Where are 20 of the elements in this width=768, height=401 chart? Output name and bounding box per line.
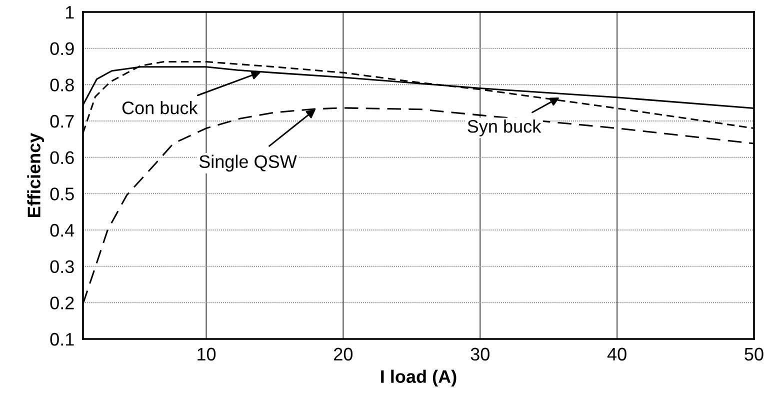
y-tick-label: 0.6 [50,151,74,164]
annotation: Con buck [122,101,198,114]
y-tick-label: 0.7 [50,114,74,128]
y-tick-label: 1 [66,6,74,19]
annotation: Syn buck [468,120,542,136]
x-tick-label: 20 [334,348,353,361]
y-tick-label: 0.8 [50,78,74,92]
y-tick-label: 0.2 [50,296,74,310]
annotation: Single QSW [199,154,297,172]
x-tick-label: 30 [470,348,490,361]
x-tick-label: 50 [744,348,764,361]
x-axis-title: I load (A) [381,370,456,387]
y-tick-label: 0.9 [50,42,74,56]
y-tick-label: 0.1 [50,332,74,346]
x-tick-label: 10 [198,348,216,361]
y-tick-label: 0.3 [50,260,74,274]
x-tick-label: 40 [607,348,626,361]
y-axis-title: Efficiency [27,132,44,217]
y-tick-label: 0.5 [50,188,74,200]
y-tick-label: 0.4 [50,224,74,237]
